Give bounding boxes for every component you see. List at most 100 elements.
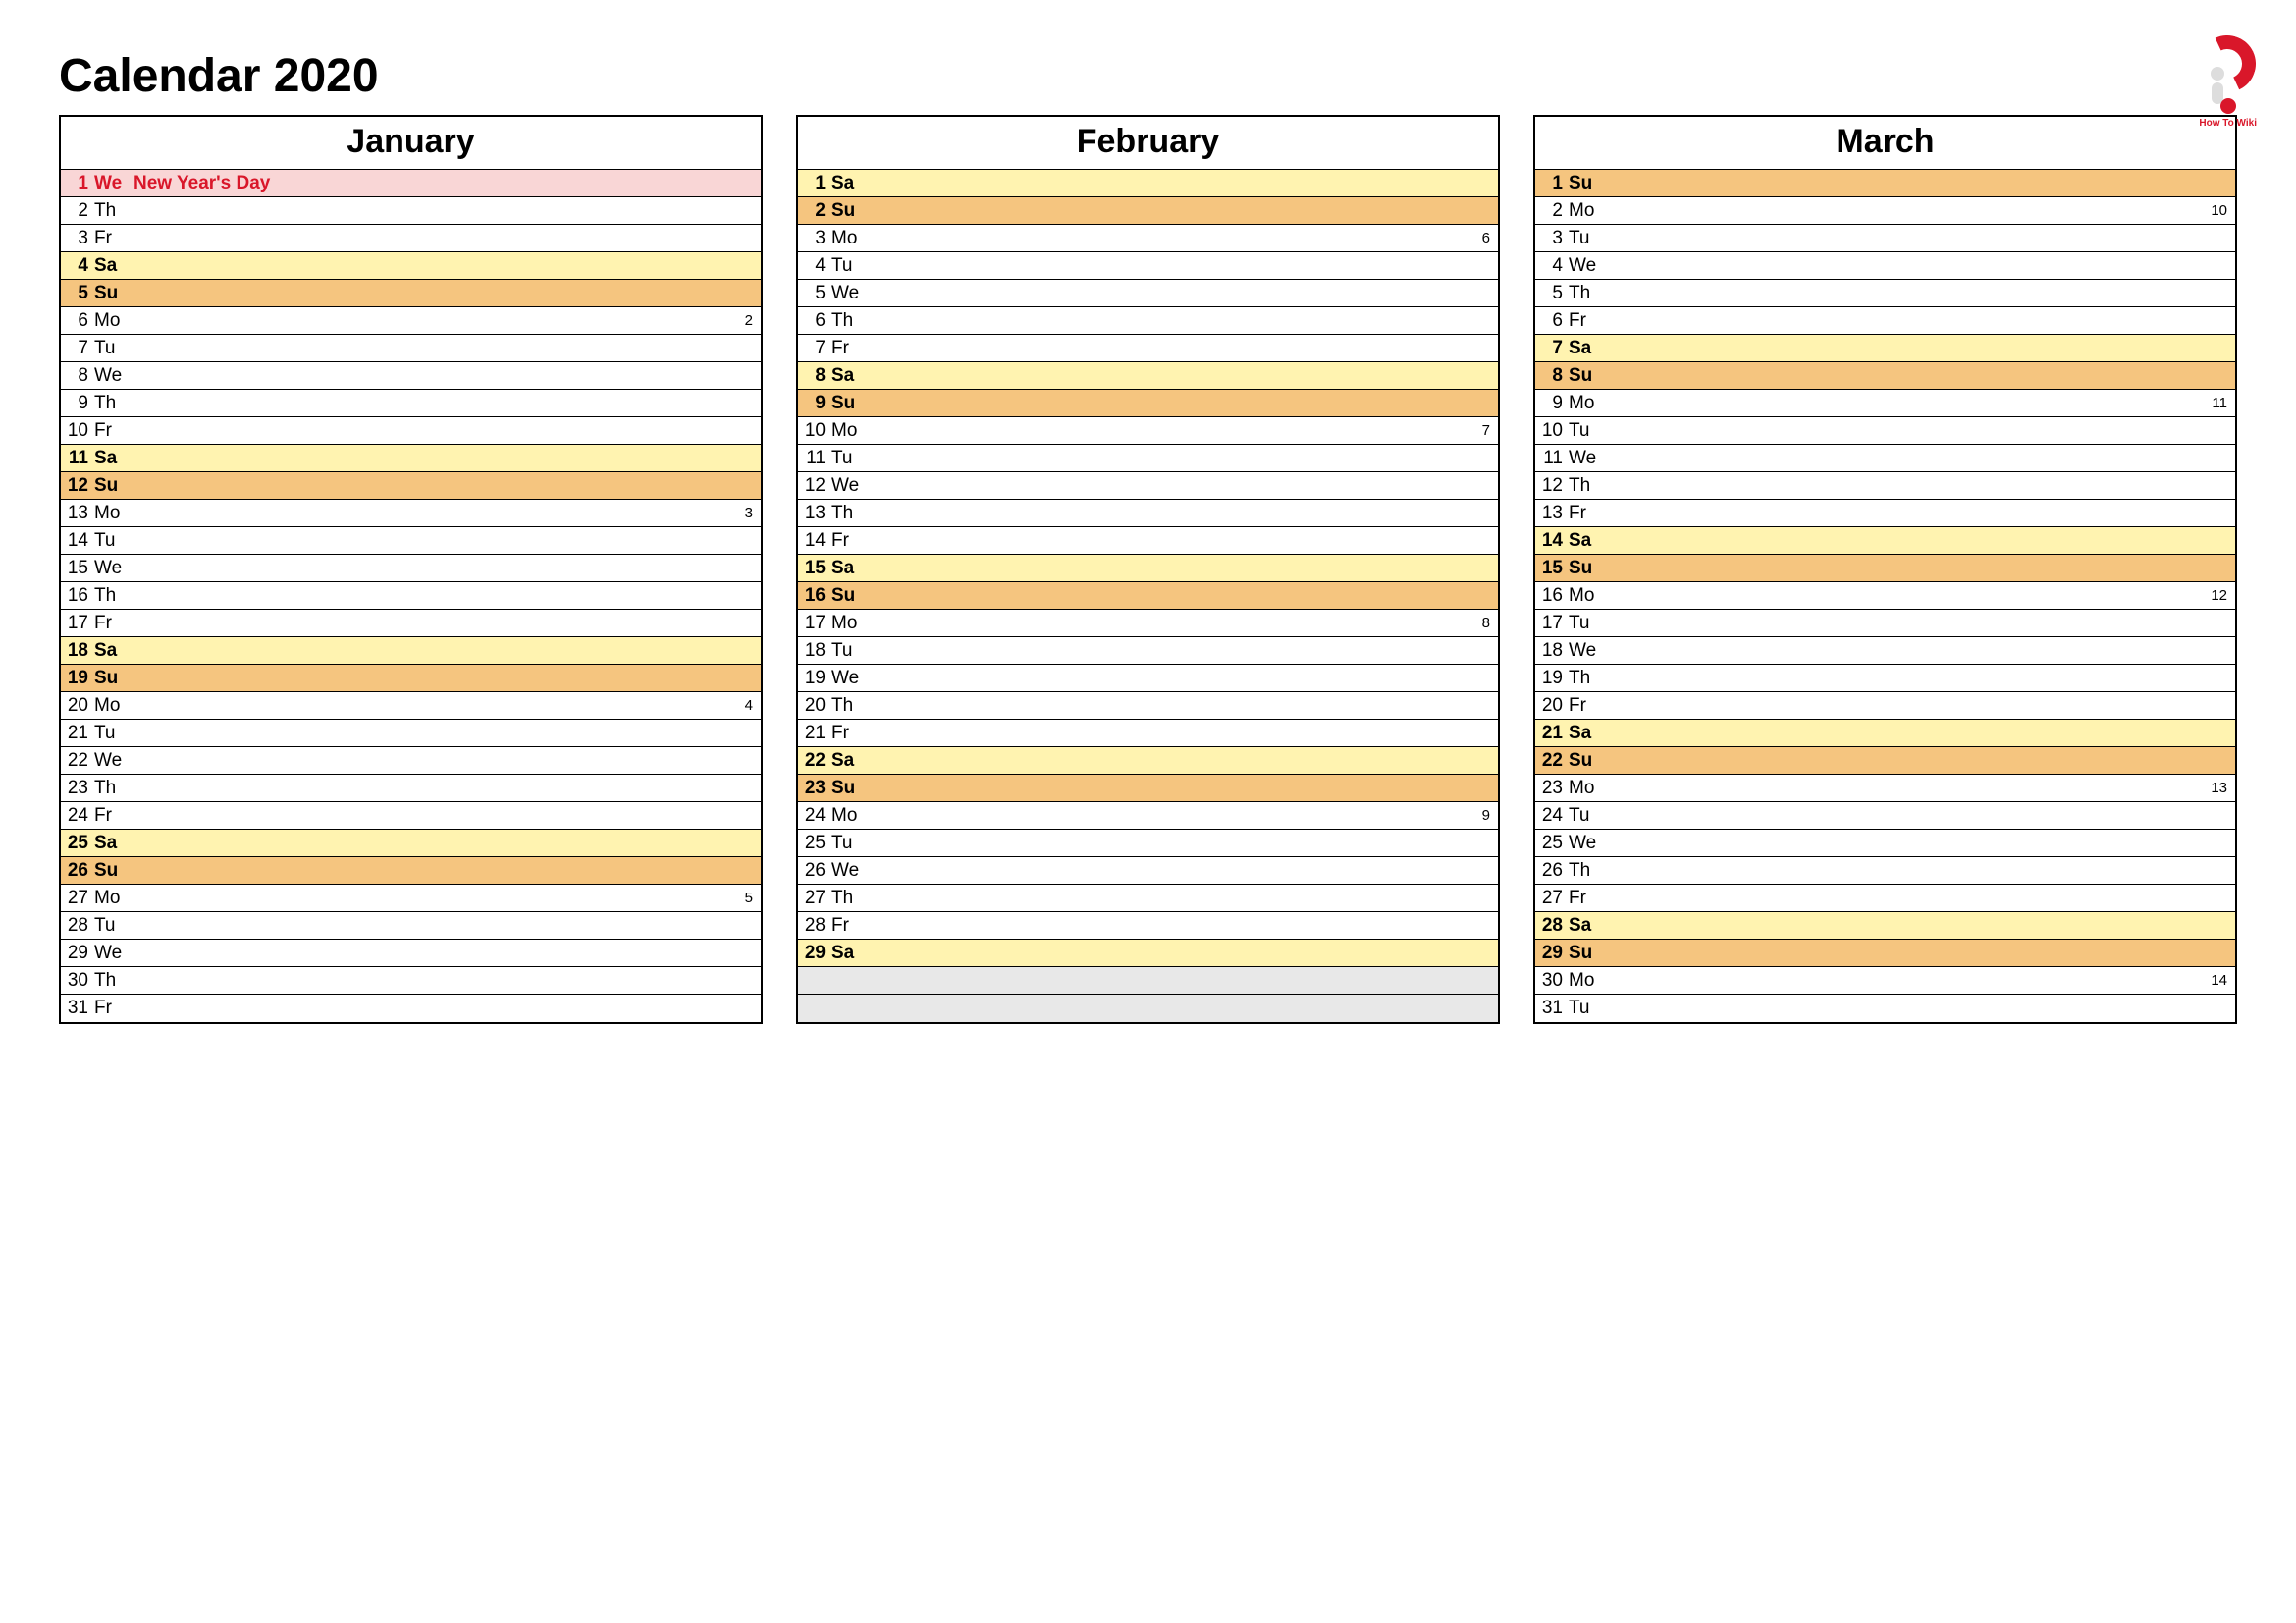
day-row: 3Fr <box>61 225 761 252</box>
day-row: 7Tu <box>61 335 761 362</box>
day-weekday: Su <box>1569 750 1608 772</box>
day-weekday: Mo <box>94 503 133 524</box>
day-weekday: Th <box>831 888 871 909</box>
day-weekday: Mo <box>1569 778 1608 799</box>
day-row: 6Mo2 <box>61 307 761 335</box>
day-row: 4Sa <box>61 252 761 280</box>
day-number: 1 <box>1541 173 1569 194</box>
day-number: 5 <box>1541 283 1569 304</box>
week-number: 6 <box>1482 230 1492 246</box>
day-weekday: Sa <box>94 448 133 469</box>
day-row: 31Fr <box>61 995 761 1022</box>
day-weekday: Sa <box>1569 723 1608 744</box>
week-number: 3 <box>745 505 755 521</box>
day-weekday: Fr <box>1569 888 1608 909</box>
day-weekday: Fr <box>94 613 133 634</box>
day-number: 19 <box>67 668 94 689</box>
day-row: 27Th <box>798 885 1498 912</box>
day-row: 7Fr <box>798 335 1498 362</box>
day-number: 2 <box>67 200 94 222</box>
day-row: 14Fr <box>798 527 1498 555</box>
day-weekday: Fr <box>831 723 871 744</box>
day-number: 5 <box>67 283 94 304</box>
day-number: 18 <box>67 640 94 662</box>
day-row: 12We <box>798 472 1498 500</box>
day-row: 4Tu <box>798 252 1498 280</box>
day-number: 21 <box>1541 723 1569 744</box>
day-weekday: Su <box>831 393 871 414</box>
day-event: New Year's Day <box>133 173 753 194</box>
day-weekday: We <box>94 943 133 964</box>
day-number: 10 <box>1541 420 1569 442</box>
day-row: 25We <box>1535 830 2235 857</box>
day-weekday: We <box>94 750 133 772</box>
day-weekday: Su <box>831 778 871 799</box>
day-number: 12 <box>1541 475 1569 497</box>
day-number: 8 <box>1541 365 1569 387</box>
day-weekday: Sa <box>831 558 871 579</box>
day-number: 26 <box>67 860 94 882</box>
day-row: 29Sa <box>798 940 1498 967</box>
day-weekday: Mo <box>94 695 133 717</box>
day-weekday: We <box>831 668 871 689</box>
day-weekday: Fr <box>94 805 133 827</box>
week-number: 8 <box>1482 615 1492 631</box>
day-row: 10Mo7 <box>798 417 1498 445</box>
day-row: 18Tu <box>798 637 1498 665</box>
day-weekday: Th <box>1569 283 1608 304</box>
day-row: 3Mo 6 <box>798 225 1498 252</box>
day-row: 1Su <box>1535 170 2235 197</box>
day-number: 6 <box>67 310 94 332</box>
day-row: 24Fr <box>61 802 761 830</box>
day-row <box>798 995 1498 1022</box>
day-row: 3Tu <box>1535 225 2235 252</box>
day-row: 23Mo13 <box>1535 775 2235 802</box>
day-row: 20Fr <box>1535 692 2235 720</box>
day-number: 3 <box>1541 228 1569 249</box>
day-row: 6Fr <box>1535 307 2235 335</box>
day-weekday: Tu <box>94 723 133 744</box>
week-number: 11 <box>2212 395 2229 411</box>
month-column: January1WeNew Year's Day2Th3Fr4Sa5Su6Mo2… <box>59 115 763 1024</box>
day-weekday: Th <box>831 310 871 332</box>
question-mark-icon <box>2199 35 2256 92</box>
day-row: 2Th <box>61 197 761 225</box>
day-row: 19Th <box>1535 665 2235 692</box>
day-row: 18We <box>1535 637 2235 665</box>
day-weekday: Su <box>831 585 871 607</box>
day-weekday: Fr <box>94 420 133 442</box>
day-row: 15Sa <box>798 555 1498 582</box>
day-weekday: Sa <box>94 640 133 662</box>
day-row: 29Su <box>1535 940 2235 967</box>
day-number: 3 <box>804 228 831 249</box>
day-weekday: Mo <box>1569 970 1608 992</box>
day-weekday: Mo <box>1569 200 1608 222</box>
day-row: 21Fr <box>798 720 1498 747</box>
day-row: 8We <box>61 362 761 390</box>
day-weekday: Fr <box>1569 310 1608 332</box>
day-number: 26 <box>1541 860 1569 882</box>
day-row: 16Su <box>798 582 1498 610</box>
day-weekday: Mo <box>831 228 871 249</box>
day-row: 12Th <box>1535 472 2235 500</box>
day-weekday: Tu <box>831 833 871 854</box>
day-row: 23Th <box>61 775 761 802</box>
day-number: 28 <box>67 915 94 937</box>
day-weekday: We <box>1569 640 1608 662</box>
day-row: 15We <box>61 555 761 582</box>
day-number: 22 <box>804 750 831 772</box>
day-number: 27 <box>804 888 831 909</box>
day-number: 31 <box>67 998 94 1019</box>
day-weekday: Mo <box>831 805 871 827</box>
day-row: 19Su <box>61 665 761 692</box>
day-row <box>798 967 1498 995</box>
day-number: 9 <box>1541 393 1569 414</box>
day-weekday: Mo <box>1569 585 1608 607</box>
day-row: 6Th <box>798 307 1498 335</box>
day-weekday: Sa <box>1569 530 1608 552</box>
day-number: 25 <box>67 833 94 854</box>
day-weekday: Sa <box>1569 338 1608 359</box>
day-weekday: Su <box>1569 173 1608 194</box>
day-weekday: Mo <box>1569 393 1608 414</box>
day-row: 25Tu <box>798 830 1498 857</box>
